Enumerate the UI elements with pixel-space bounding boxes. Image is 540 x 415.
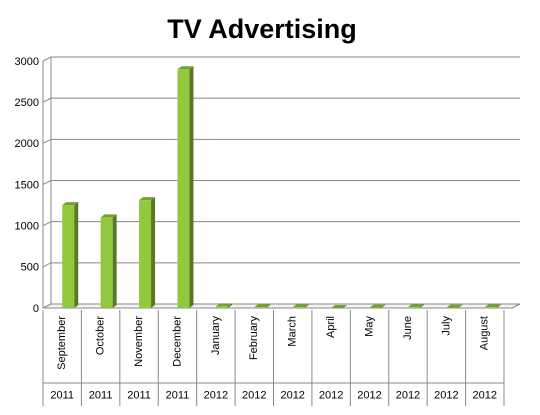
chart-title: TV Advertising (167, 14, 357, 44)
x-tick-label: June (402, 316, 414, 340)
x-tick-year: 2012 (396, 389, 420, 401)
y-tick-label: 0 (33, 303, 39, 315)
y-tick-label: 2500 (15, 97, 39, 109)
bar (177, 69, 189, 308)
x-tick-label: March (287, 316, 299, 347)
x-tick-year: 2012 (242, 389, 266, 401)
x-tick-year: 2011 (89, 389, 113, 401)
y-tick-label: 3000 (15, 56, 39, 68)
x-tick-label: May (363, 316, 375, 337)
x-tick-year: 2012 (204, 389, 228, 401)
x-tick-label: July (440, 316, 452, 336)
y-tick-label: 1000 (15, 221, 39, 233)
x-tick-year: 2012 (280, 389, 304, 401)
bar-side (113, 214, 117, 308)
bar (485, 307, 497, 308)
x-tick-year: 2011 (50, 389, 74, 401)
bar (254, 307, 266, 308)
x-tick-label: December (171, 316, 183, 367)
bar (62, 205, 74, 308)
x-tick-label: April (325, 316, 337, 338)
y-tick-label: 500 (21, 262, 39, 274)
x-tick-year: 2011 (166, 389, 190, 401)
bar-side (189, 66, 193, 308)
bar (293, 307, 305, 308)
x-tick-year: 2012 (357, 389, 381, 401)
grid-line (43, 57, 520, 61)
x-tick-label: August (479, 316, 491, 350)
x-tick-year: 2011 (127, 389, 151, 401)
y-tick-label: 2000 (15, 138, 39, 150)
x-tick-year: 2012 (434, 389, 458, 401)
grid-line (43, 181, 520, 185)
x-tick-year: 2012 (319, 389, 343, 401)
y-tick-label: 1500 (15, 179, 39, 191)
bar (408, 307, 420, 308)
grid-line (43, 98, 520, 102)
bar-side (74, 202, 78, 308)
grid-line (43, 139, 520, 143)
bar (216, 306, 228, 308)
bar (101, 217, 113, 308)
bar (139, 200, 151, 308)
x-tick-label: October (95, 316, 107, 355)
x-tick-label: November (133, 316, 145, 367)
x-tick-label: February (248, 316, 260, 361)
x-tick-label: January (210, 316, 222, 356)
bar-side (151, 197, 155, 308)
x-tick-year: 2012 (473, 389, 497, 401)
x-tick-label: September (56, 316, 68, 370)
